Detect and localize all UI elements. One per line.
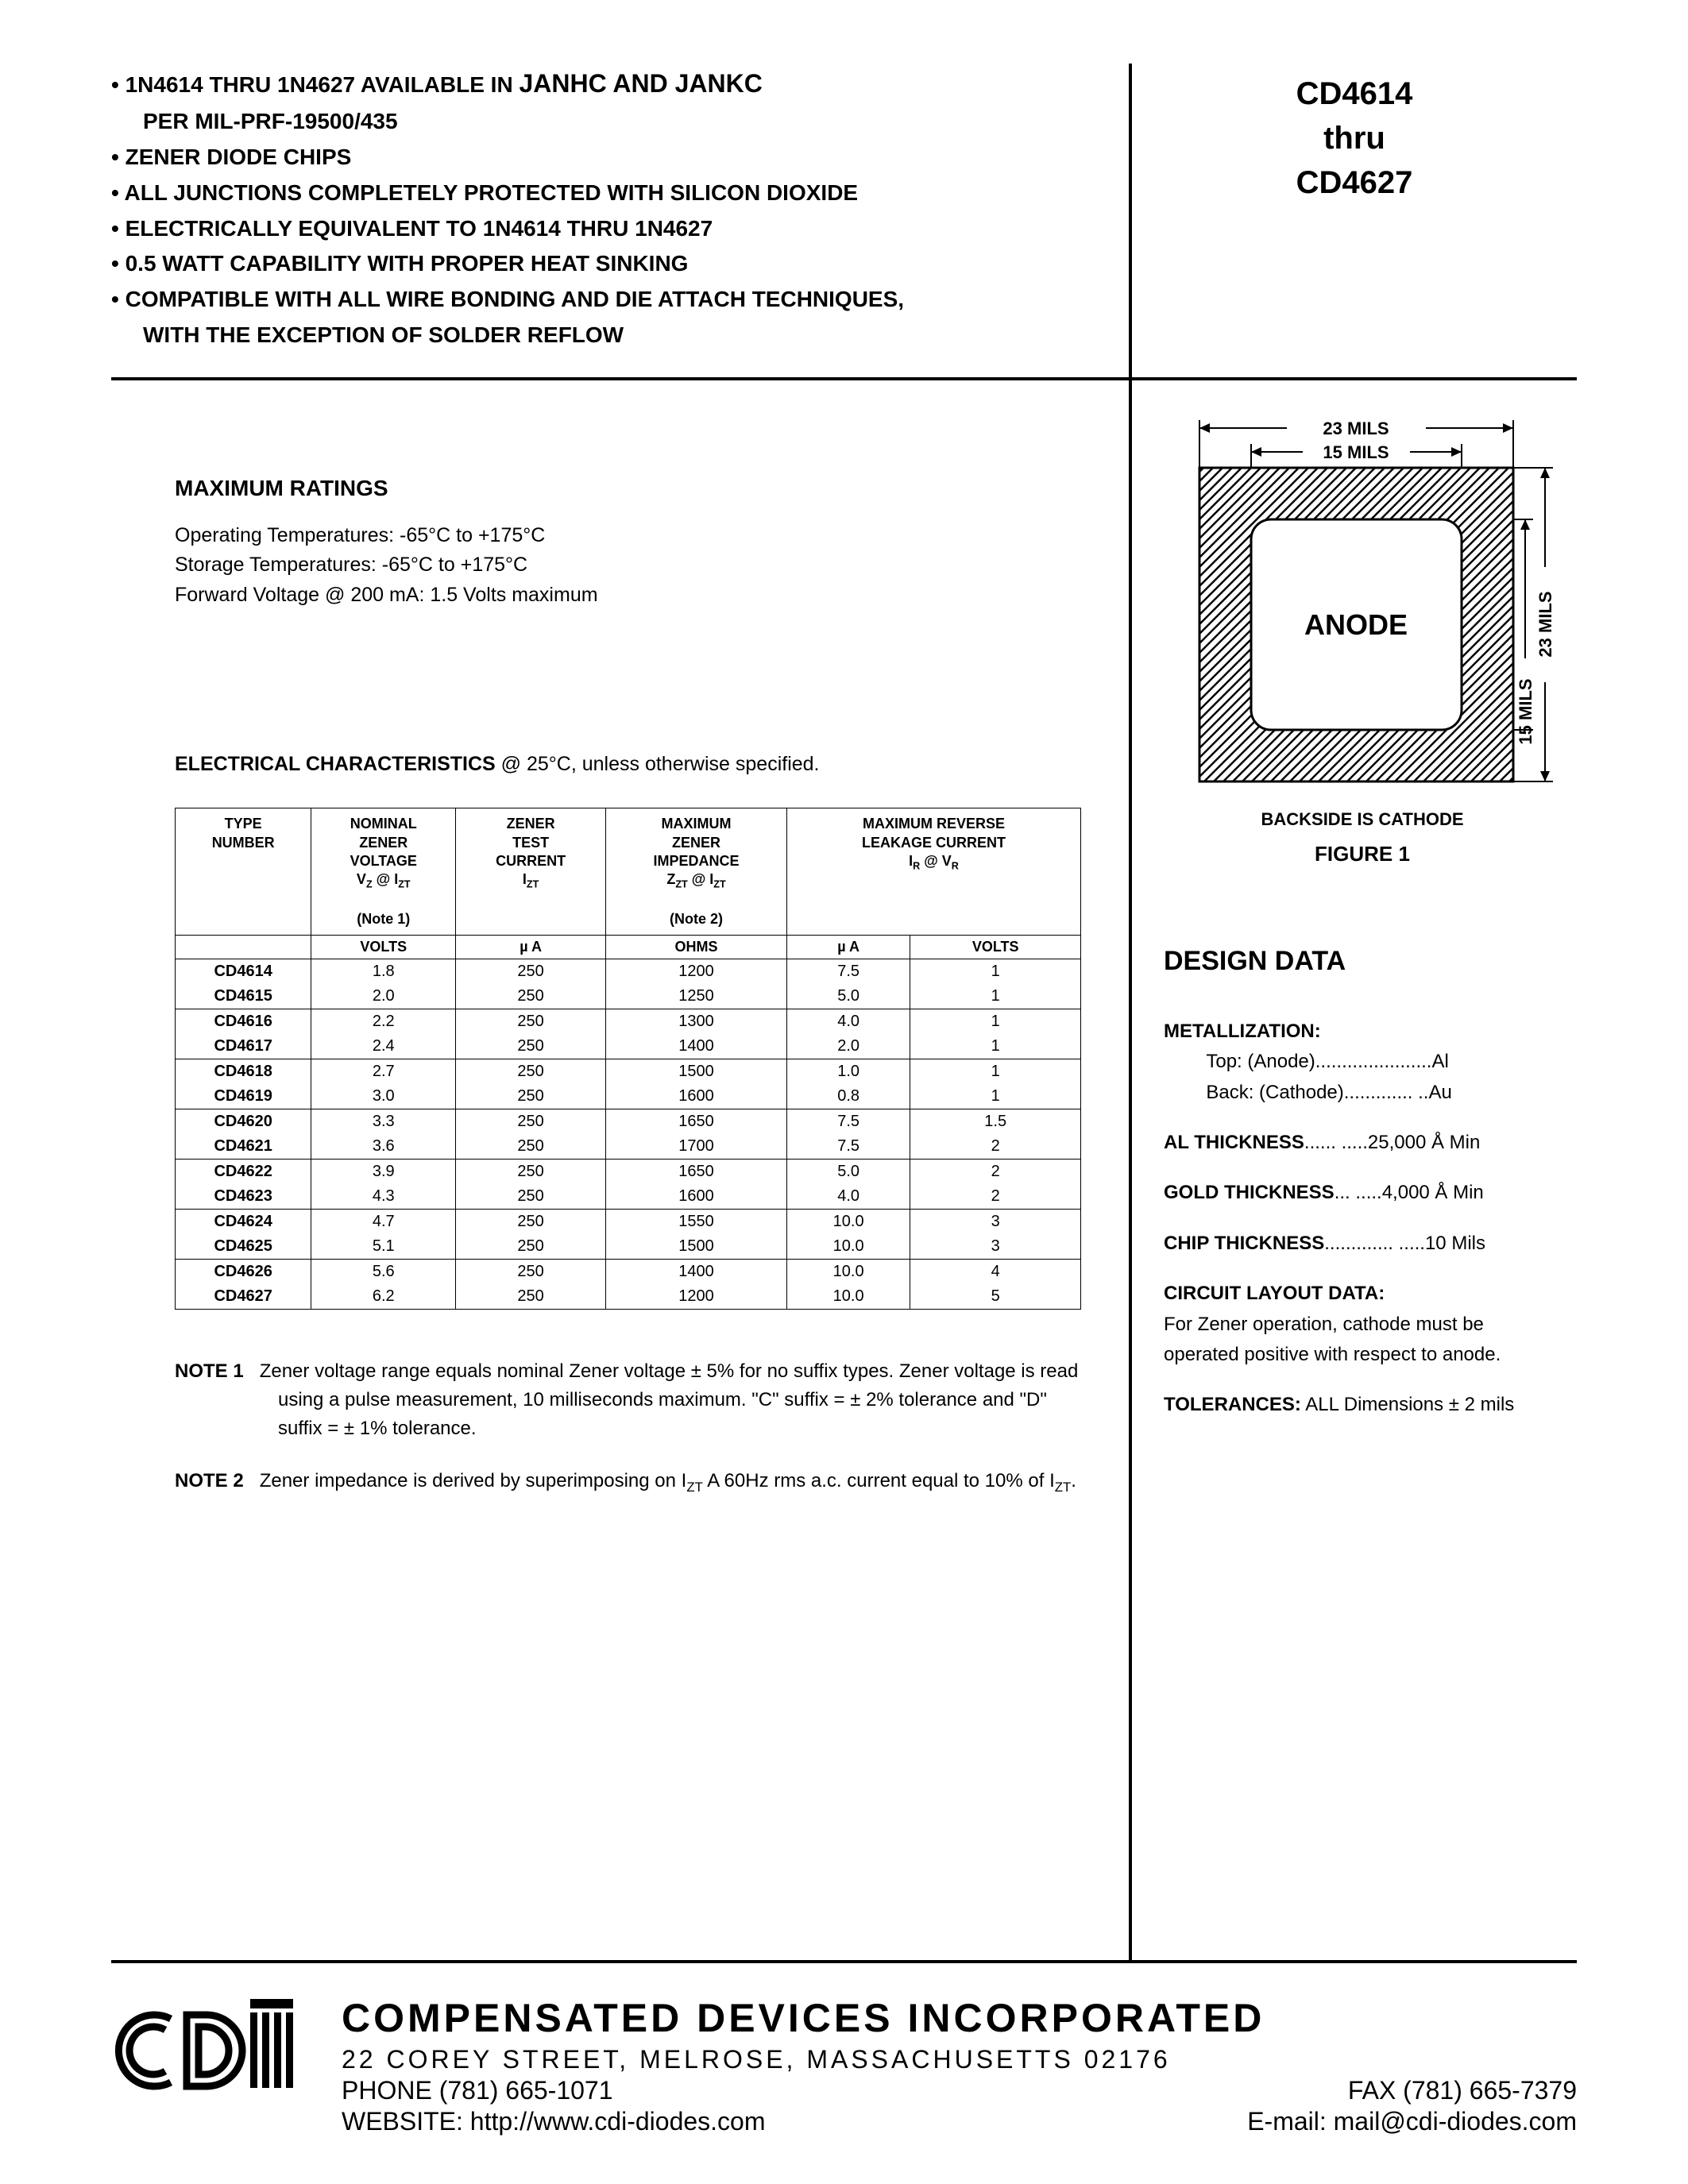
figure-caption: BACKSIDE IS CATHODE bbox=[1164, 809, 1561, 830]
feature-bullets: 1N4614 THRU 1N4627 AVAILABLE IN JANHC AN… bbox=[111, 64, 1097, 353]
part-to: CD4627 bbox=[1132, 160, 1577, 205]
note-2: NOTE 2 Zener impedance is derived by sup… bbox=[175, 1467, 1081, 1497]
feature-bullet-sub: PER MIL-PRF-19500/435 bbox=[111, 104, 1097, 140]
feature-bullet: 1N4614 THRU 1N4627 AVAILABLE IN JANHC AN… bbox=[111, 64, 1097, 104]
svg-text:15 MILS: 15 MILS bbox=[1516, 678, 1535, 744]
svg-text:23 MILS: 23 MILS bbox=[1323, 419, 1389, 438]
max-ratings-heading: MAXIMUM RATINGS bbox=[175, 476, 1081, 501]
figure-title: FIGURE 1 bbox=[1164, 842, 1561, 866]
feature-bullet: COMPATIBLE WITH ALL WIRE BONDING AND DIE… bbox=[111, 282, 1097, 318]
company-logo bbox=[111, 1995, 342, 2110]
table-header: MAXIMUMZENERIMPEDANCEZZT @ IZT(Note 2) bbox=[606, 808, 787, 936]
table-header: NOMINALZENERVOLTAGEVZ @ IZT(Note 1) bbox=[311, 808, 456, 936]
email: E-mail: mail@cdi-diodes.com bbox=[1247, 2107, 1577, 2136]
chip-thickness: CHIP THICKNESS............. .....10 Mils bbox=[1164, 1229, 1561, 1259]
svg-text:15 MILS: 15 MILS bbox=[1323, 442, 1389, 462]
feature-bullet: ALL JUNCTIONS COMPLETELY PROTECTED WITH … bbox=[111, 176, 1097, 211]
figure-1: 23 MILS 15 MILS ANODE bbox=[1164, 412, 1561, 866]
note-1: NOTE 1 Zener voltage range equals nomina… bbox=[175, 1357, 1081, 1443]
footer: COMPENSATED DEVICES INCORPORATED 22 CORE… bbox=[111, 1960, 1577, 2136]
table-row: CD46265.6250140010.04 bbox=[176, 1260, 1081, 1285]
table-row: CD46193.025016000.81 bbox=[176, 1084, 1081, 1109]
part-from: CD4614 bbox=[1132, 71, 1577, 116]
table-row: CD46172.425014002.01 bbox=[176, 1034, 1081, 1059]
company-name: COMPENSATED DEVICES INCORPORATED bbox=[342, 1995, 1577, 2041]
chip-diagram: 23 MILS 15 MILS ANODE bbox=[1164, 412, 1561, 793]
electrical-heading: ELECTRICAL CHARACTERISTICS @ 25°C, unles… bbox=[175, 753, 1081, 776]
tolerances: TOLERANCES: ALL Dimensions ± 2 mils bbox=[1164, 1390, 1561, 1420]
feature-bullet: ZENER DIODE CHIPS bbox=[111, 140, 1097, 176]
cdi-logo-icon bbox=[111, 1995, 318, 2106]
table-row: CD46213.625017007.52 bbox=[176, 1134, 1081, 1160]
max-ratings-text: Operating Temperatures: -65°C to +175°CS… bbox=[175, 521, 1081, 611]
notes-block: NOTE 1 Zener voltage range equals nomina… bbox=[175, 1357, 1081, 1497]
gold-thickness: GOLD THICKNESS... .....4,000 Å Min bbox=[1164, 1178, 1561, 1208]
part-number-block: CD4614 thru CD4627 bbox=[1132, 64, 1577, 377]
table-row: CD46162.225013004.01 bbox=[176, 1009, 1081, 1035]
table-row: CD46203.325016507.51.5 bbox=[176, 1109, 1081, 1135]
datasheet-page: 1N4614 THRU 1N4627 AVAILABLE IN JANHC AN… bbox=[0, 0, 1688, 2184]
table-row: CD46182.725015001.01 bbox=[176, 1059, 1081, 1085]
svg-text:23 MILS: 23 MILS bbox=[1535, 591, 1555, 657]
table-row: CD46152.025012505.01 bbox=[176, 984, 1081, 1009]
table-header: MAXIMUM REVERSELEAKAGE CURRENTIR @ VR bbox=[786, 808, 1080, 936]
company-phone-fax: PHONE (781) 665-1071 FAX (781) 665-7379 bbox=[342, 2076, 1577, 2105]
svg-text:ANODE: ANODE bbox=[1304, 608, 1408, 641]
table-row: CD46276.2250120010.05 bbox=[176, 1284, 1081, 1310]
mid-section: MAXIMUM RATINGS Operating Temperatures: … bbox=[111, 380, 1577, 1960]
left-content: MAXIMUM RATINGS Operating Temperatures: … bbox=[111, 380, 1132, 1960]
part-thru: thru bbox=[1132, 116, 1577, 160]
metallization: METALLIZATION: Top: (Anode).............… bbox=[1164, 1017, 1561, 1108]
table-row: CD46234.325016004.02 bbox=[176, 1184, 1081, 1210]
design-data-block: METALLIZATION: Top: (Anode).............… bbox=[1164, 1017, 1561, 1421]
feature-bullet: ELECTRICALLY EQUIVALENT TO 1N4614 THRU 1… bbox=[111, 211, 1097, 247]
table-header: TYPENUMBER bbox=[176, 808, 311, 936]
circuit-layout: CIRCUIT LAYOUT DATA: For Zener operation… bbox=[1164, 1279, 1561, 1370]
company-info: COMPENSATED DEVICES INCORPORATED 22 CORE… bbox=[342, 1995, 1577, 2136]
design-data-heading: DESIGN DATA bbox=[1164, 946, 1561, 977]
company-web-email: WEBSITE: http://www.cdi-diodes.com E-mai… bbox=[342, 2107, 1577, 2136]
features-block: 1N4614 THRU 1N4627 AVAILABLE IN JANHC AN… bbox=[111, 64, 1132, 377]
right-content: 23 MILS 15 MILS ANODE bbox=[1132, 380, 1577, 1960]
elec-heading-rest: @ 25°C, unless otherwise specified. bbox=[496, 753, 820, 775]
company-address: 22 COREY STREET, MELROSE, MASSACHUSETTS … bbox=[342, 2045, 1577, 2074]
fax: FAX (781) 665-7379 bbox=[1348, 2076, 1577, 2105]
table-row: CD46141.825012007.51 bbox=[176, 959, 1081, 985]
website: WEBSITE: http://www.cdi-diodes.com bbox=[342, 2107, 766, 2136]
al-thickness: AL THICKNESS...... .....25,000 Å Min bbox=[1164, 1128, 1561, 1158]
table-header: ZENERTESTCURRENTIZT bbox=[456, 808, 606, 936]
table-row: CD46244.7250155010.03 bbox=[176, 1210, 1081, 1235]
feature-bullet: 0.5 WATT CAPABILITY WITH PROPER HEAT SIN… bbox=[111, 246, 1097, 282]
characteristics-table: TYPENUMBERNOMINALZENERVOLTAGEVZ @ IZT(No… bbox=[175, 808, 1081, 1310]
phone: PHONE (781) 665-1071 bbox=[342, 2076, 613, 2105]
table-row: CD46223.925016505.02 bbox=[176, 1160, 1081, 1185]
feature-bullet-sub: WITH THE EXCEPTION OF SOLDER REFLOW bbox=[111, 318, 1097, 353]
top-section: 1N4614 THRU 1N4627 AVAILABLE IN JANHC AN… bbox=[111, 64, 1577, 380]
table-row: CD46255.1250150010.03 bbox=[176, 1234, 1081, 1260]
elec-heading-bold: ELECTRICAL CHARACTERISTICS bbox=[175, 753, 496, 775]
